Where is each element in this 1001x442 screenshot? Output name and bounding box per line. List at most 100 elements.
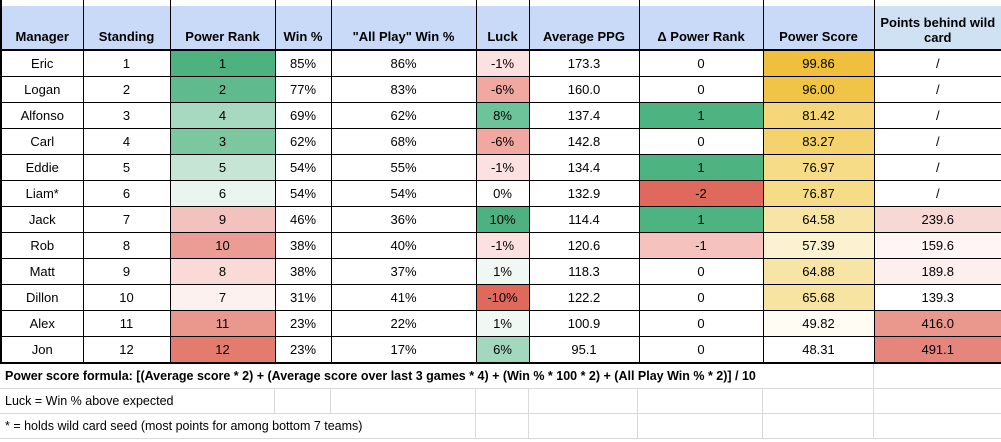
cell-win-pct[interactable]: 31% bbox=[274, 284, 332, 311]
header-luck[interactable]: Luck bbox=[475, 6, 530, 51]
cell-power-score[interactable]: 76.97 bbox=[762, 154, 875, 181]
cell-manager[interactable]: Dillon bbox=[0, 284, 84, 311]
cell-standing[interactable]: 12 bbox=[82, 336, 171, 364]
cell-luck[interactable]: 8% bbox=[475, 102, 530, 129]
cell-average-ppg[interactable]: 132.9 bbox=[528, 180, 640, 207]
cell-all-play-win[interactable]: 55% bbox=[330, 154, 477, 181]
cell-delta-power-rank[interactable]: 0 bbox=[638, 128, 764, 155]
note-luck-definition[interactable]: Luck = Win % above expected bbox=[0, 389, 1001, 414]
cell-all-play-win[interactable]: 86% bbox=[330, 49, 477, 77]
cell-power-rank[interactable]: 6 bbox=[169, 180, 276, 207]
cell-standing[interactable]: 7 bbox=[82, 206, 171, 233]
cell-win-pct[interactable]: 62% bbox=[274, 128, 332, 155]
cell-delta-power-rank[interactable]: 0 bbox=[638, 49, 764, 77]
cell-luck[interactable]: -10% bbox=[475, 284, 530, 311]
cell-delta-power-rank[interactable]: -1 bbox=[638, 232, 764, 259]
cell-win-pct[interactable]: 38% bbox=[274, 232, 332, 259]
cell-points-behind[interactable]: / bbox=[873, 128, 1001, 155]
cell-all-play-win[interactable]: 41% bbox=[330, 284, 477, 311]
note-wild-card-seed[interactable]: * = holds wild card seed (most points fo… bbox=[0, 414, 1001, 439]
cell-standing[interactable]: 9 bbox=[82, 258, 171, 285]
cell-luck[interactable]: 10% bbox=[475, 206, 530, 233]
cell-manager[interactable]: Eric bbox=[0, 49, 84, 77]
cell-average-ppg[interactable]: 120.6 bbox=[528, 232, 640, 259]
cell-all-play-win[interactable]: 83% bbox=[330, 76, 477, 103]
cell-luck[interactable]: 0% bbox=[475, 180, 530, 207]
cell-points-behind[interactable]: 189.8 bbox=[873, 258, 1001, 285]
cell-average-ppg[interactable]: 122.2 bbox=[528, 284, 640, 311]
cell-all-play-win[interactable]: 68% bbox=[330, 128, 477, 155]
cell-manager[interactable]: Eddie bbox=[0, 154, 84, 181]
cell-points-behind[interactable]: 416.0 bbox=[873, 310, 1001, 337]
cell-standing[interactable]: 2 bbox=[82, 76, 171, 103]
header-power-rank[interactable]: Power Rank bbox=[169, 6, 276, 51]
header-average-ppg[interactable]: Average PPG bbox=[528, 6, 640, 51]
header-manager[interactable]: Manager bbox=[0, 6, 84, 51]
cell-all-play-win[interactable]: 22% bbox=[330, 310, 477, 337]
cell-average-ppg[interactable]: 114.4 bbox=[528, 206, 640, 233]
cell-average-ppg[interactable]: 160.0 bbox=[528, 76, 640, 103]
cell-win-pct[interactable]: 23% bbox=[274, 310, 332, 337]
cell-standing[interactable]: 4 bbox=[82, 128, 171, 155]
cell-power-score[interactable]: 64.58 bbox=[762, 206, 875, 233]
cell-power-rank[interactable]: 2 bbox=[169, 76, 276, 103]
header-win-pct[interactable]: Win % bbox=[274, 6, 332, 51]
cell-average-ppg[interactable]: 95.1 bbox=[528, 336, 640, 364]
cell-power-score[interactable]: 99.86 bbox=[762, 49, 875, 77]
cell-points-behind[interactable]: / bbox=[873, 76, 1001, 103]
cell-luck[interactable]: -6% bbox=[475, 76, 530, 103]
cell-delta-power-rank[interactable]: 0 bbox=[638, 258, 764, 285]
cell-all-play-win[interactable]: 37% bbox=[330, 258, 477, 285]
cell-power-rank[interactable]: 8 bbox=[169, 258, 276, 285]
cell-standing[interactable]: 8 bbox=[82, 232, 171, 259]
cell-manager[interactable]: Rob bbox=[0, 232, 84, 259]
cell-win-pct[interactable]: 54% bbox=[274, 154, 332, 181]
cell-power-score[interactable]: 81.42 bbox=[762, 102, 875, 129]
cell-delta-power-rank[interactable]: 1 bbox=[638, 154, 764, 181]
cell-points-behind[interactable]: 159.6 bbox=[873, 232, 1001, 259]
cell-average-ppg[interactable]: 118.3 bbox=[528, 258, 640, 285]
cell-manager[interactable]: Jon bbox=[0, 336, 84, 364]
cell-average-ppg[interactable]: 100.9 bbox=[528, 310, 640, 337]
cell-points-behind[interactable]: 139.3 bbox=[873, 284, 1001, 311]
cell-average-ppg[interactable]: 137.4 bbox=[528, 102, 640, 129]
header-delta-power-rank[interactable]: Δ Power Rank bbox=[638, 6, 764, 51]
cell-all-play-win[interactable]: 17% bbox=[330, 336, 477, 364]
cell-delta-power-rank[interactable]: -2 bbox=[638, 180, 764, 207]
cell-manager[interactable]: Matt bbox=[0, 258, 84, 285]
cell-standing[interactable]: 6 bbox=[82, 180, 171, 207]
cell-all-play-win[interactable]: 62% bbox=[330, 102, 477, 129]
header-points-behind[interactable]: Points behind wild card bbox=[873, 6, 1001, 51]
cell-win-pct[interactable]: 69% bbox=[274, 102, 332, 129]
cell-power-score[interactable]: 48.31 bbox=[762, 336, 875, 364]
cell-manager[interactable]: Liam* bbox=[0, 180, 84, 207]
cell-points-behind[interactable]: 491.1 bbox=[873, 336, 1001, 364]
cell-luck[interactable]: -1% bbox=[475, 232, 530, 259]
cell-power-rank[interactable]: 1 bbox=[169, 49, 276, 77]
cell-points-behind[interactable]: / bbox=[873, 154, 1001, 181]
cell-power-rank[interactable]: 7 bbox=[169, 284, 276, 311]
cell-win-pct[interactable]: 23% bbox=[274, 336, 332, 364]
header-standing[interactable]: Standing bbox=[82, 6, 171, 51]
note-power-score-formula[interactable]: Power score formula: [(Average score * 2… bbox=[0, 364, 1001, 389]
cell-points-behind[interactable]: / bbox=[873, 180, 1001, 207]
cell-power-score[interactable]: 65.68 bbox=[762, 284, 875, 311]
cell-power-score[interactable]: 64.88 bbox=[762, 258, 875, 285]
cell-luck[interactable]: 1% bbox=[475, 310, 530, 337]
cell-power-rank[interactable]: 3 bbox=[169, 128, 276, 155]
cell-manager[interactable]: Carl bbox=[0, 128, 84, 155]
cell-power-score[interactable]: 76.87 bbox=[762, 180, 875, 207]
cell-power-rank[interactable]: 4 bbox=[169, 102, 276, 129]
cell-luck[interactable]: -6% bbox=[475, 128, 530, 155]
cell-power-rank[interactable]: 10 bbox=[169, 232, 276, 259]
header-power-score[interactable]: Power Score bbox=[762, 6, 875, 51]
cell-luck[interactable]: -1% bbox=[475, 49, 530, 77]
cell-all-play-win[interactable]: 54% bbox=[330, 180, 477, 207]
cell-points-behind[interactable]: 239.6 bbox=[873, 206, 1001, 233]
cell-delta-power-rank[interactable]: 0 bbox=[638, 284, 764, 311]
cell-manager[interactable]: Logan bbox=[0, 76, 84, 103]
cell-win-pct[interactable]: 85% bbox=[274, 49, 332, 77]
cell-win-pct[interactable]: 54% bbox=[274, 180, 332, 207]
cell-standing[interactable]: 1 bbox=[82, 49, 171, 77]
cell-win-pct[interactable]: 46% bbox=[274, 206, 332, 233]
